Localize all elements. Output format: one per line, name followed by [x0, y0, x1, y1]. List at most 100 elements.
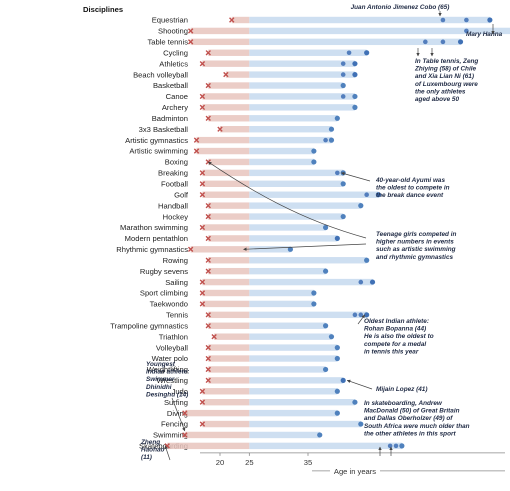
discipline-label: Water polo — [152, 354, 188, 363]
annotation-line: Indian athlete: — [146, 369, 189, 376]
annotation-arrow — [346, 379, 373, 390]
row-volleyball: Volleyball — [156, 343, 340, 352]
annotation-line: higher numbers in events — [376, 239, 454, 246]
oldest-marker — [311, 159, 317, 165]
discipline-label: Basketball — [153, 81, 188, 90]
outlier-point — [364, 312, 369, 318]
outlier-point — [346, 50, 352, 56]
axis-title-backdrop — [330, 465, 380, 476]
discipline-label: Archery — [162, 103, 188, 112]
annotation-line: Rohan Bopanna (44) — [364, 326, 426, 333]
old-age-band — [249, 246, 291, 253]
row-3x3-basketball: 3x3 Basketball — [139, 125, 335, 134]
old-age-band — [249, 420, 361, 428]
old-age-band — [249, 267, 326, 275]
row-fencing: Fencing — [161, 420, 364, 429]
young-age-band — [208, 115, 250, 122]
outlier-point — [393, 443, 399, 449]
row-athletics: Athletics — [159, 59, 358, 68]
annotation-line: and rhythmic gymnastics — [376, 254, 454, 261]
outlier-point — [464, 17, 469, 23]
old-age-band — [249, 388, 338, 395]
old-age-band — [249, 202, 361, 209]
row-equestrian: Equestrian — [152, 16, 493, 25]
discipline-label: Boxing — [165, 158, 188, 167]
young-age-band — [190, 246, 250, 253]
outlier-point — [335, 236, 340, 241]
youngest-marker — [199, 170, 206, 176]
youngest-marker — [199, 301, 206, 307]
youngest-marker — [199, 93, 206, 100]
oldest-marker — [328, 334, 335, 340]
old-age-band — [249, 191, 379, 198]
discipline-label: Swimming — [153, 431, 188, 440]
young-age-band — [202, 388, 250, 395]
annotation-line: Zheng — [140, 439, 160, 446]
old-age-band — [249, 115, 338, 122]
old-age-band — [249, 27, 510, 35]
young-age-band — [208, 257, 250, 264]
youngest-marker — [187, 39, 194, 45]
annotation-line: He is also the oldest to — [364, 333, 434, 340]
outlier-point — [340, 72, 346, 77]
old-age-band — [249, 355, 338, 362]
old-age-band — [249, 60, 355, 67]
row-trampoline-gymnastics: Trampoline gymnastics — [110, 321, 329, 330]
disciplines-header: Disciplines — [83, 5, 123, 14]
oldest-marker — [323, 224, 329, 231]
oldest-marker — [399, 443, 405, 449]
young-age-band — [202, 224, 250, 231]
discipline-label: Taekwondo — [150, 300, 188, 309]
oldest-marker — [352, 93, 358, 100]
discipline-label: Diving — [167, 409, 188, 418]
young-age-band — [190, 38, 250, 46]
annotation-arrow — [171, 397, 186, 432]
annotation-1: Juan Antonio Jimenez Cobo (65) — [351, 4, 450, 11]
annotation-10: Zheng Haohao (11) — [140, 439, 165, 461]
youngest-marker — [205, 82, 211, 89]
discipline-label: Judo — [172, 387, 188, 396]
old-age-band — [249, 322, 326, 329]
row-canoe: Canoe — [166, 92, 358, 101]
old-age-band — [249, 104, 355, 111]
row-handball: Handball — [158, 201, 364, 210]
discipline-label: Weightlifting — [147, 365, 188, 374]
annotation-3: In Table tennis, Zeng Zhiying (58) of Chi… — [414, 58, 478, 103]
row-football: Football — [161, 180, 346, 189]
old-age-band — [249, 169, 344, 177]
outlier-point — [335, 170, 340, 176]
youngest-marker — [205, 115, 211, 121]
old-age-band — [249, 71, 355, 78]
young-age-band — [225, 71, 250, 78]
row-golf: Golf — [174, 190, 381, 199]
row-judo: Judo — [172, 387, 340, 396]
old-age-band — [249, 344, 338, 351]
youngest-marker — [199, 60, 206, 67]
youngest-marker — [205, 312, 211, 318]
old-age-band — [249, 147, 314, 155]
young-age-band — [167, 442, 250, 450]
oldest-marker — [364, 257, 370, 263]
oldest-marker — [328, 137, 335, 143]
old-age-band — [249, 158, 314, 166]
outlier-point — [358, 312, 364, 318]
annotation-line: MacDonald (50) of Great Britain — [364, 408, 460, 415]
old-age-band — [249, 126, 332, 133]
row-marathon-swimming: Marathon swimming — [120, 223, 329, 232]
young-age-band — [231, 16, 250, 24]
old-age-band — [249, 235, 338, 242]
outlier-point — [440, 39, 446, 45]
outlier-point — [340, 61, 346, 66]
old-age-band — [249, 278, 373, 286]
young-age-band — [208, 344, 250, 351]
outlier-point — [464, 28, 469, 34]
youngest-marker — [199, 104, 206, 111]
annotation-5: Teenage girls competed in higher numbers … — [376, 231, 456, 261]
discipline-label: Artistic gymnastics — [125, 136, 188, 145]
annotation-line: Swimmer — [146, 376, 175, 383]
youngest-marker — [199, 290, 206, 296]
young-age-band — [202, 278, 250, 286]
oldest-marker — [311, 148, 317, 154]
youngest-marker — [199, 421, 206, 427]
annotation-line: the only athletes — [415, 88, 466, 95]
